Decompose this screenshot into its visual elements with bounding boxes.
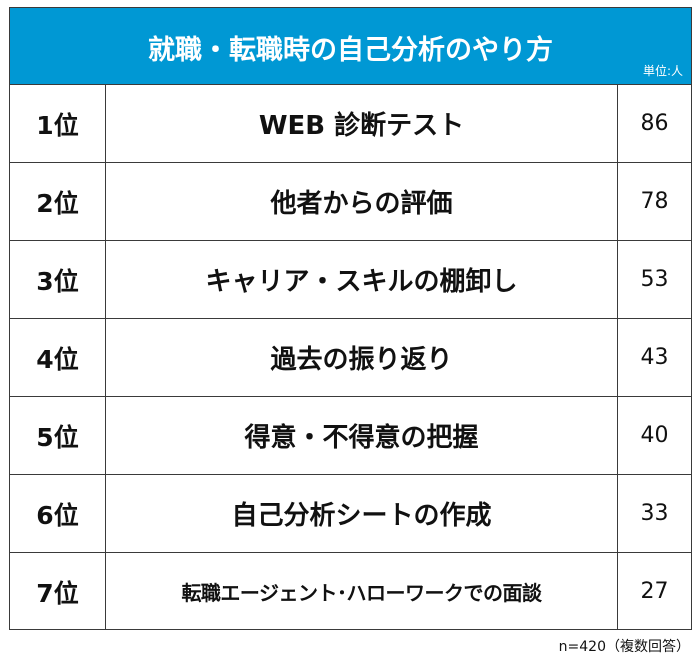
rank-cell: 2位 [10,163,106,240]
item-cell: 得意・不得意の把握 [106,397,618,474]
sample-size-note: n=420（複数回答） [558,639,690,655]
ranking-table: 就職・転職時の自己分析のやり方 単位:人 1位 WEB 診断テスト 86 2位 … [9,7,692,630]
rank-cell: 1位 [10,85,106,162]
table-row: 7位 転職エージェント･ハローワークでの面談 27 [10,553,691,630]
value-cell: 43 [640,345,669,370]
value-cell: 78 [640,189,669,214]
item-cell: 他者からの評価 [106,163,618,240]
rank-cell: 5位 [10,397,106,474]
table-header: 就職・転職時の自己分析のやり方 単位:人 [10,8,691,85]
table-row: 4位 過去の振り返り 43 [10,319,691,397]
table-row: 2位 他者からの評価 78 [10,163,691,241]
item-cell: 過去の振り返り [106,319,618,396]
table-body: 1位 WEB 診断テスト 86 2位 他者からの評価 78 3位 キャリア・スキ… [10,85,691,630]
table-row: 3位 キャリア・スキルの棚卸し 53 [10,241,691,319]
value-cell: 53 [640,267,669,292]
table-row: 1位 WEB 診断テスト 86 [10,85,691,163]
table-row: 6位 自己分析シートの作成 33 [10,475,691,553]
value-cell: 33 [640,501,669,526]
table-title: 就職・転職時の自己分析のやり方 [148,35,553,66]
item-cell: 自己分析シートの作成 [106,475,618,552]
table-row: 5位 得意・不得意の把握 40 [10,397,691,475]
rank-cell: 3位 [10,241,106,318]
value-cell: 86 [640,111,669,136]
rank-cell: 6位 [10,475,106,552]
unit-label: 単位:人 [642,64,683,78]
item-cell: キャリア・スキルの棚卸し [106,241,618,318]
rank-cell: 4位 [10,319,106,396]
item-cell: WEB 診断テスト [106,85,618,162]
rank-cell: 7位 [10,553,106,630]
value-cell: 27 [640,579,669,604]
item-cell: 転職エージェント･ハローワークでの面談 [106,553,618,630]
value-cell: 40 [640,423,669,448]
